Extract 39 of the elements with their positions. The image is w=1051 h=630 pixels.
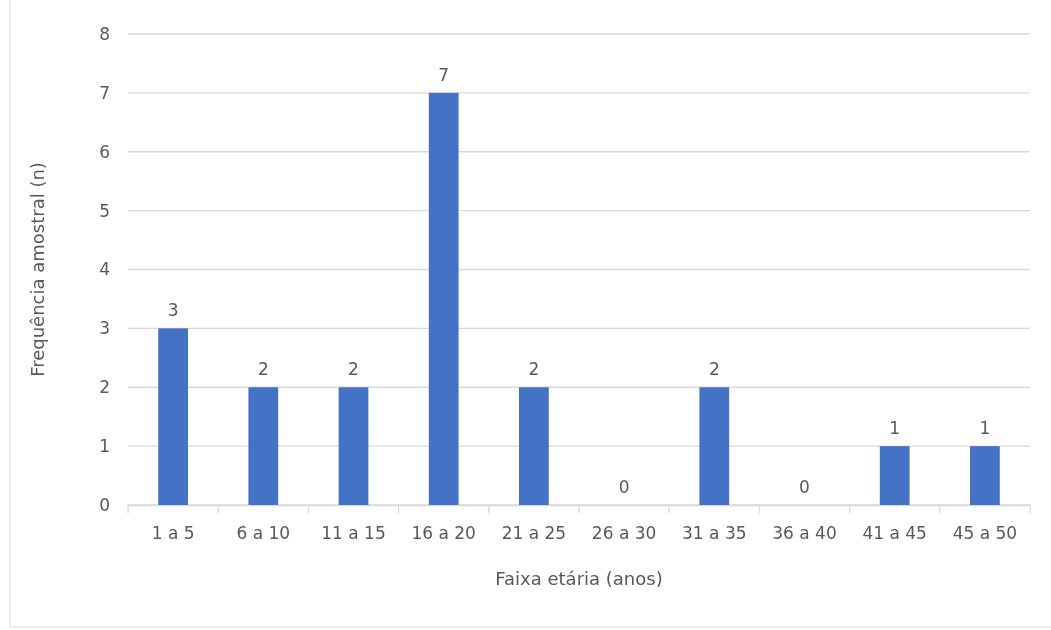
y-tick-label: 3 [99, 318, 110, 339]
data-label: 2 [708, 359, 720, 380]
x-tick-label: 26 a 30 [591, 523, 657, 544]
data-label: 1 [979, 418, 991, 439]
y-tick-label: 7 [99, 82, 110, 103]
bar [428, 92, 459, 505]
x-tick-label: 31 a 35 [682, 523, 747, 544]
bar [970, 446, 1000, 505]
y-tick-label: 0 [99, 494, 110, 515]
y-tick-label: 1 [99, 436, 110, 457]
x-tick-label: 16 a 20 [411, 523, 476, 544]
x-tick-label: 11 a 15 [321, 523, 386, 544]
x-axis-title: Faixa etária (anos) [495, 568, 663, 589]
bar [879, 446, 910, 505]
data-label: 0 [799, 477, 810, 497]
data-label: 0 [618, 477, 630, 497]
bar [519, 387, 549, 505]
data-label: 1 [889, 418, 901, 439]
bar [699, 387, 730, 505]
x-tick-label: 45 a 50 [952, 523, 1018, 544]
x-tick-label: 1 a 5 [151, 523, 195, 544]
y-tick-label: 8 [99, 23, 110, 44]
y-tick-label: 2 [99, 377, 110, 398]
y-axis-title: Frequência amostral (n) [27, 162, 48, 377]
y-tick-label: 4 [99, 259, 110, 280]
x-tick-label: 41 a 45 [862, 523, 927, 544]
y-tick-label: 5 [99, 200, 110, 221]
data-label: 2 [257, 359, 269, 380]
data-label: 7 [438, 64, 450, 85]
x-tick-label: 6 a 10 [236, 523, 291, 544]
data-label: 2 [528, 359, 540, 380]
bar [338, 387, 369, 505]
bar [248, 387, 279, 505]
data-label: 3 [167, 300, 179, 321]
x-tick-label: 36 a 40 [772, 523, 837, 544]
bar [158, 328, 188, 505]
x-tick-label: 21 a 25 [501, 523, 567, 544]
y-tick-label: 6 [99, 141, 110, 162]
data-label: 2 [348, 359, 359, 380]
